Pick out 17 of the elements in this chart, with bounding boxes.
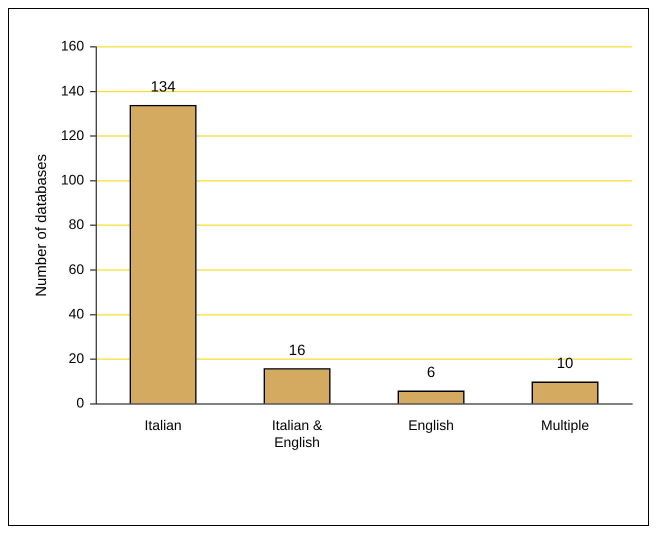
data-label: 10 (556, 355, 574, 372)
y-axis-title: Number of databases (33, 154, 50, 297)
x-tick-label: Italian & English (272, 417, 323, 450)
y-tick-label: 100 (60, 172, 84, 188)
y-tick-label: 120 (60, 126, 84, 143)
y-tick-label: 60 (68, 260, 84, 277)
y-tick-label: 160 (60, 38, 84, 54)
y-tick-label: 20 (68, 350, 84, 366)
y-tick-label: 80 (68, 216, 84, 232)
x-tick-label: English (408, 417, 454, 434)
y-tick-label: 40 (68, 305, 84, 322)
y-tick-label: 140 (60, 82, 84, 98)
data-label: 16 (288, 342, 306, 359)
x-tick-label: Italian (144, 417, 182, 434)
y-tick-label: 0 (76, 394, 84, 411)
data-label: 6 (426, 364, 436, 382)
x-tick-label: Multiple (541, 417, 590, 434)
